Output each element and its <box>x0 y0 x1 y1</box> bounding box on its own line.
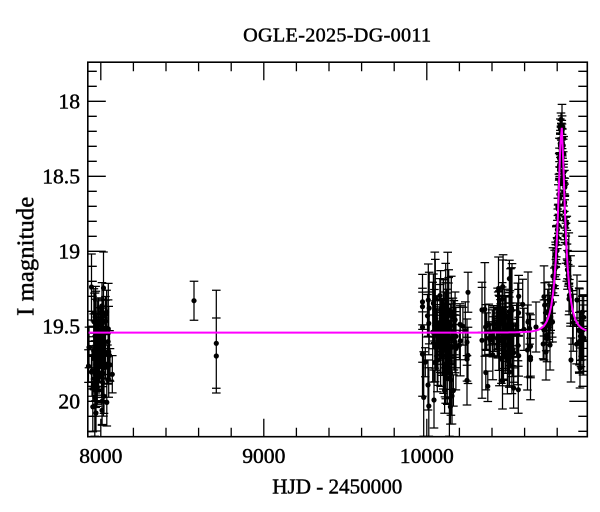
svg-text:10000: 10000 <box>400 444 454 468</box>
svg-text:20: 20 <box>58 390 80 414</box>
svg-text:18: 18 <box>58 90 80 114</box>
svg-text:19: 19 <box>58 240 80 264</box>
svg-text:18.5: 18.5 <box>42 165 80 189</box>
svg-text:8000: 8000 <box>79 444 122 468</box>
svg-text:HJD - 2450000: HJD - 2450000 <box>272 475 402 499</box>
svg-text:I magnitude: I magnitude <box>12 197 39 316</box>
svg-text:19.5: 19.5 <box>42 315 80 339</box>
svg-text:9000: 9000 <box>242 444 285 468</box>
svg-text:OGLE-2025-DG-0011: OGLE-2025-DG-0011 <box>243 24 431 46</box>
